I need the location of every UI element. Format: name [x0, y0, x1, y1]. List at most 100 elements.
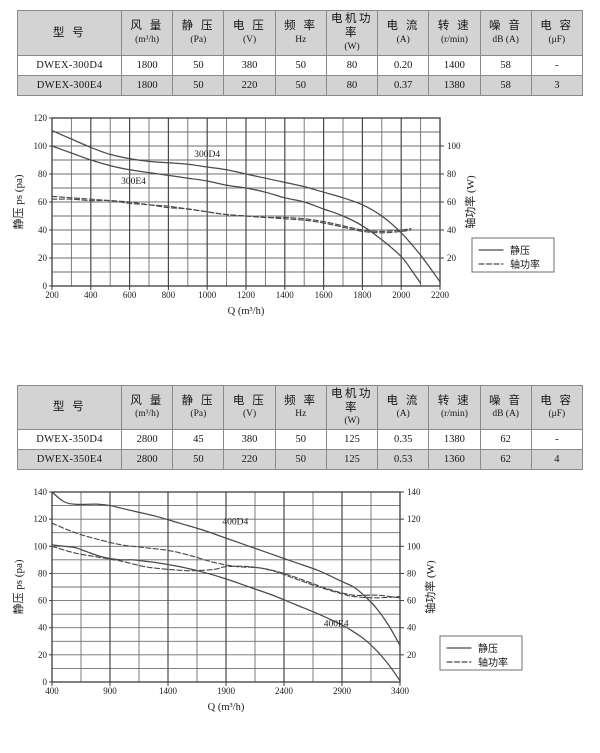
- table-cell: 0.20: [377, 54, 430, 76]
- table-cell: 380: [223, 54, 276, 76]
- column-header-sub: (W): [344, 41, 360, 52]
- table-row: DWEX-350D4 2800 45 380 50 125 0.35 1380 62-: [17, 429, 584, 451]
- y2-axis-tick-label: 100: [447, 141, 461, 151]
- x-axis-tick-label: 2000: [392, 290, 411, 300]
- column-header-0: 型 号: [17, 384, 122, 431]
- column-header-sub: Hz: [295, 409, 307, 420]
- table-row: DWEX-300E4 1800 50 220 50 80 0.37 1380 58 3: [17, 74, 584, 96]
- column-header-sub: (m³/h): [135, 409, 160, 420]
- column-header-sub: (W): [344, 416, 360, 427]
- column-header-6: 电 流 (A): [377, 384, 430, 431]
- x-axis-tick-label: 900: [103, 686, 117, 696]
- legend-label: 轴功率: [478, 656, 508, 669]
- table-cell: 45: [172, 429, 225, 451]
- column-header-6: 电 流 (A): [377, 10, 430, 56]
- table-cell: 0.37: [377, 74, 430, 96]
- table-body-350: DWEX-350D4 2800 45 380 50 125 0.35 1380 62- DWEX-…: [17, 429, 584, 471]
- legend-label: 轴功率: [510, 258, 540, 271]
- column-header-main: 电机功率: [330, 387, 373, 414]
- column-header-main: 噪 音: [488, 20, 523, 33]
- column-header-main: 静 压: [181, 394, 216, 407]
- table-chart-gap-2: [0, 470, 600, 484]
- column-header-1: 风 量 (m³/h): [120, 384, 174, 431]
- y2-axis-tick-label: 60: [407, 596, 417, 606]
- table-cell: 1400: [428, 54, 481, 76]
- x-axis-tick-label: 1400: [276, 290, 295, 300]
- table-cell: 1800: [120, 54, 174, 76]
- table-cell: 220: [223, 74, 276, 96]
- column-header-main: 频 率: [284, 20, 318, 33]
- chart-400-svg: 0 20 40 60 80 100 120 140 20 40 60 80 100 120 140 400 90…: [11, 487, 523, 713]
- table-cell: 1380: [428, 429, 481, 451]
- x-axis-tick-label: 2400: [275, 686, 294, 696]
- column-header-sub: dB (A): [492, 409, 519, 420]
- column-header-9: 电 容 (μF): [530, 10, 584, 56]
- table-cell: 80: [325, 54, 379, 76]
- y2-axis-tick-label: 140: [407, 487, 421, 497]
- table-cell: 380: [223, 429, 276, 451]
- column-header-main: 电 压: [232, 394, 267, 407]
- y2-axis-tick-label: 20: [407, 650, 417, 660]
- y-axis-tick-label: 40: [38, 225, 48, 235]
- column-header-main: 电 流: [386, 394, 420, 407]
- x-axis: 200 400 600 800 1000 1200 1400 1600 1800 2000 2200: [45, 285, 450, 300]
- column-header-main: 电 流: [386, 20, 420, 33]
- column-header-main: 频 率: [284, 394, 318, 407]
- table-cell: 62: [479, 429, 532, 451]
- column-header-9: 电 容 (μF): [530, 384, 584, 431]
- column-header-sub: (V): [242, 34, 257, 45]
- y-axis-left: 0 20 40 60 80 100 120: [34, 113, 52, 291]
- table-cell: 1380: [428, 74, 481, 96]
- column-header-sub: (m³/h): [135, 34, 160, 45]
- column-header-sub: (Pa): [190, 34, 207, 45]
- legend-box: [439, 635, 523, 671]
- table-cell: 50: [274, 74, 327, 96]
- x-axis-tick-label: 200: [45, 290, 59, 300]
- y-axis-tick-label: 120: [34, 514, 48, 524]
- column-header-main: 电机功率: [330, 13, 373, 40]
- chart-annotations: 400D4 400E4: [222, 518, 349, 630]
- y2-axis-tick-label: 40: [407, 623, 417, 633]
- performance-chart-300: 0 20 40 60 80 100 120 20 40 60 80 100 200 400 600 800 10…: [0, 110, 600, 325]
- y-axis-tick-label: 100: [34, 141, 48, 151]
- table-cell: 58: [479, 74, 532, 96]
- chart-series-group: [51, 129, 441, 284]
- curve-label: 300D4: [194, 150, 220, 160]
- x-axis-tick-label: 400: [84, 290, 98, 300]
- column-header-2: 静 压 (Pa): [172, 10, 225, 56]
- x-axis-tick-label: 1800: [353, 290, 372, 300]
- table-cell: 2800: [120, 429, 174, 451]
- y2-axis-title: 轴功率 (W): [463, 175, 477, 229]
- column-header-sub: (r/min): [440, 409, 468, 420]
- x-axis: 400 900 1400 1900 2400 2900 3400: [45, 682, 410, 696]
- column-header-sub: (Pa): [190, 409, 207, 420]
- chart-annotations: 300D4 300E4: [121, 150, 220, 187]
- column-header-main: 静 压: [181, 20, 216, 33]
- column-header-sub: (μF): [548, 34, 566, 45]
- curve-solid: [51, 129, 441, 283]
- table-cell: 1800: [120, 74, 174, 96]
- table-cell: -: [530, 429, 584, 451]
- column-header-5: 电机功率 (W): [325, 384, 379, 431]
- column-header-3: 电 压 (V): [223, 384, 276, 431]
- y-axis-tick-label: 120: [34, 113, 48, 123]
- column-header-1: 风 量 (m³/h): [120, 10, 174, 56]
- x-axis-tick-label: 400: [45, 686, 59, 696]
- x-axis-tick-label: 2900: [333, 686, 352, 696]
- table-cell: 3: [530, 74, 584, 96]
- performance-chart-400: 0 20 40 60 80 100 120 140 20 40 60 80 100 120 140 400 90…: [0, 484, 600, 724]
- column-header-7: 转 速 (r/min): [428, 10, 481, 56]
- column-header-sub: (A): [396, 34, 410, 45]
- y-axis-tick-label: 60: [38, 596, 48, 606]
- cell-model: DWEX-300D4: [17, 54, 122, 76]
- table-cell: 50: [274, 429, 327, 451]
- x-axis-title: Q (m³/h): [208, 702, 245, 713]
- column-header-sub: Hz: [295, 34, 307, 45]
- cell-model: DWEX-300E4: [17, 74, 122, 96]
- column-header-main: 转 速: [437, 394, 472, 407]
- column-header-sub: (A): [396, 409, 410, 420]
- y-axis-title: 静压 ps (pa): [11, 174, 25, 229]
- header-row: 型 号 风 量 (m³/h) 静 压 (Pa) 电 压 (V) 频 率 Hz 电机功率 (W) 电 流…: [17, 384, 584, 431]
